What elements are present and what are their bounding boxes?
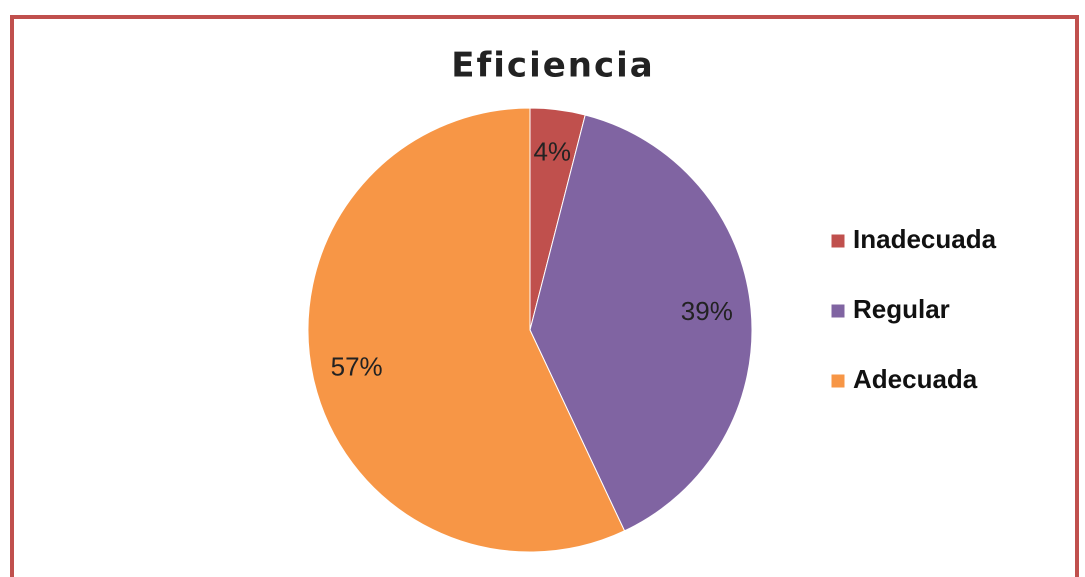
legend-swatch	[830, 303, 846, 319]
pie-slice	[529, 114, 753, 532]
legend-label: Adecuada	[853, 364, 978, 394]
frame	[10, 15, 1079, 577]
legend-swatch	[830, 233, 846, 249]
value-label: 57%	[331, 352, 383, 382]
value-label: 39%	[681, 296, 733, 326]
legend-label: Inadecuada	[853, 224, 997, 254]
pie-slice	[307, 107, 626, 553]
legend-label: Regular	[853, 294, 950, 324]
value-label: 4%	[533, 137, 571, 167]
legend-swatch	[830, 373, 846, 389]
chart-title: Eficiencia	[451, 46, 655, 86]
